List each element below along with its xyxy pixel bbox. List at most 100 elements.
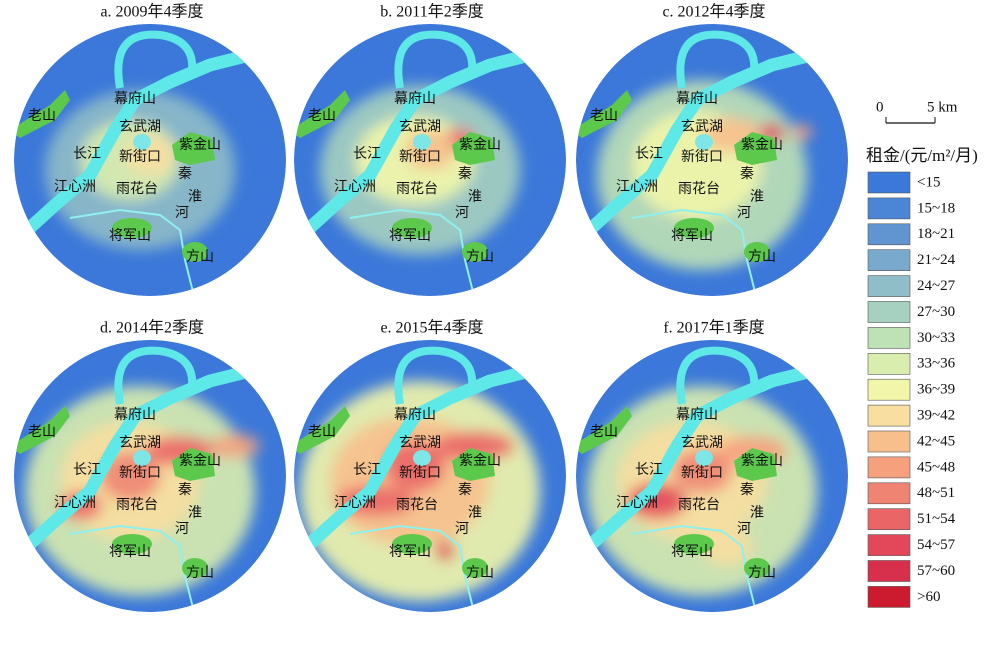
legend-swatch	[867, 327, 911, 349]
green-zijinshan	[172, 448, 215, 481]
panel-title: a. 2009年4季度	[100, 3, 203, 21]
lake	[133, 134, 151, 150]
green-zijinshan	[452, 132, 495, 165]
map-panel	[576, 24, 848, 296]
place-label: 将军山	[389, 228, 431, 244]
place-label: 幕府山	[676, 91, 718, 107]
lake	[695, 134, 713, 150]
place-label: 淮	[468, 189, 482, 205]
legend-label: 33~36	[917, 356, 956, 372]
legend-label: <15	[917, 174, 940, 190]
place-label: 幕府山	[394, 407, 436, 423]
river-branch	[394, 346, 477, 405]
place-label: 江心洲	[334, 179, 376, 195]
legend-swatch	[867, 275, 911, 297]
rent-zone	[702, 526, 752, 566]
river	[294, 354, 566, 576]
place-label: 老山	[28, 424, 56, 440]
place-label: 秦	[458, 482, 472, 498]
place-label: 方山	[186, 249, 214, 265]
place-label: 长江	[635, 146, 663, 162]
rent-surface	[25, 386, 260, 596]
river	[14, 354, 286, 576]
legend-swatch	[867, 378, 911, 401]
place-label: 方山	[186, 565, 214, 581]
green-zijinshan	[734, 132, 777, 165]
place-label: 河	[175, 521, 189, 537]
river	[294, 38, 566, 260]
place-label: 河	[455, 205, 469, 221]
panel-title: f. 2017年1季度	[663, 319, 764, 337]
green-jiangjunshan	[112, 218, 152, 238]
scale-end: 5 km	[927, 99, 958, 115]
place-label: 将军山	[109, 544, 151, 560]
place-label: 老山	[590, 108, 618, 124]
canal	[69, 524, 196, 612]
river-branch	[676, 346, 759, 405]
river-branch	[114, 30, 197, 89]
legend-title: 租金/(元/m²/月)	[866, 146, 978, 165]
green-fangshan	[182, 242, 208, 262]
green-jiangjunshan	[392, 534, 432, 554]
place-label: 紫金山	[459, 137, 501, 153]
rent-zone	[435, 431, 515, 461]
legend-swatch	[867, 456, 911, 479]
legend-swatch	[867, 352, 911, 375]
place-label: 秦	[178, 166, 192, 182]
place-label: 淮	[750, 189, 764, 205]
lake	[413, 450, 431, 466]
place-label: 紫金山	[179, 453, 221, 469]
river-branch	[394, 30, 477, 89]
green-fangshan	[462, 242, 488, 262]
place-label: 雨花台	[678, 181, 720, 197]
green-jiangjunshan	[392, 218, 432, 238]
place-label: 雨花台	[116, 497, 158, 513]
rent-zone	[210, 434, 260, 458]
legend-swatch	[867, 171, 911, 194]
green-fangshan	[744, 558, 770, 578]
green-jiangjunshan	[674, 534, 714, 554]
place-label: 江心洲	[616, 179, 658, 195]
legend-label: 30~33	[917, 330, 955, 346]
legend-swatch	[867, 508, 911, 531]
place-label: 将军山	[671, 544, 713, 560]
place-label: 河	[737, 205, 751, 221]
place-label: 将军山	[389, 544, 431, 560]
panel-title: c. 2012年4季度	[662, 3, 765, 21]
place-label: 江心洲	[54, 495, 96, 511]
legend-swatch	[867, 197, 911, 220]
place-label: 紫金山	[741, 137, 783, 153]
river-branch	[676, 30, 759, 89]
place-label: 玄武湖	[119, 118, 161, 135]
place-label: 新街口	[119, 465, 161, 481]
place-label: 江心洲	[616, 495, 658, 511]
lake	[133, 450, 151, 466]
place-label: 淮	[188, 505, 202, 521]
place-label: 新街口	[119, 149, 161, 165]
place-label: 新街口	[399, 465, 441, 481]
place-label: 玄武湖	[119, 434, 161, 451]
canal	[631, 524, 758, 612]
river	[576, 38, 848, 260]
place-label: 方山	[748, 565, 776, 581]
place-label: 长江	[635, 462, 663, 478]
place-label: 新街口	[399, 149, 441, 165]
place-label: 老山	[308, 108, 336, 124]
scale-start: 0	[876, 99, 884, 115]
place-label: 河	[737, 521, 751, 537]
place-label: 长江	[353, 146, 381, 162]
green-fangshan	[182, 558, 208, 578]
panel-title: e. 2015年4季度	[380, 319, 483, 337]
legend-swatch	[867, 482, 911, 505]
canal	[349, 524, 476, 612]
river-branch	[114, 346, 197, 405]
place-label: 淮	[468, 505, 482, 521]
place-label: 方山	[748, 249, 776, 265]
place-label: 将军山	[671, 228, 713, 244]
legend-swatch	[867, 586, 911, 608]
rent-zone	[672, 449, 732, 493]
place-label: 雨花台	[116, 181, 158, 197]
legend-label: 27~30	[917, 304, 955, 320]
green-zijinshan	[172, 132, 215, 165]
